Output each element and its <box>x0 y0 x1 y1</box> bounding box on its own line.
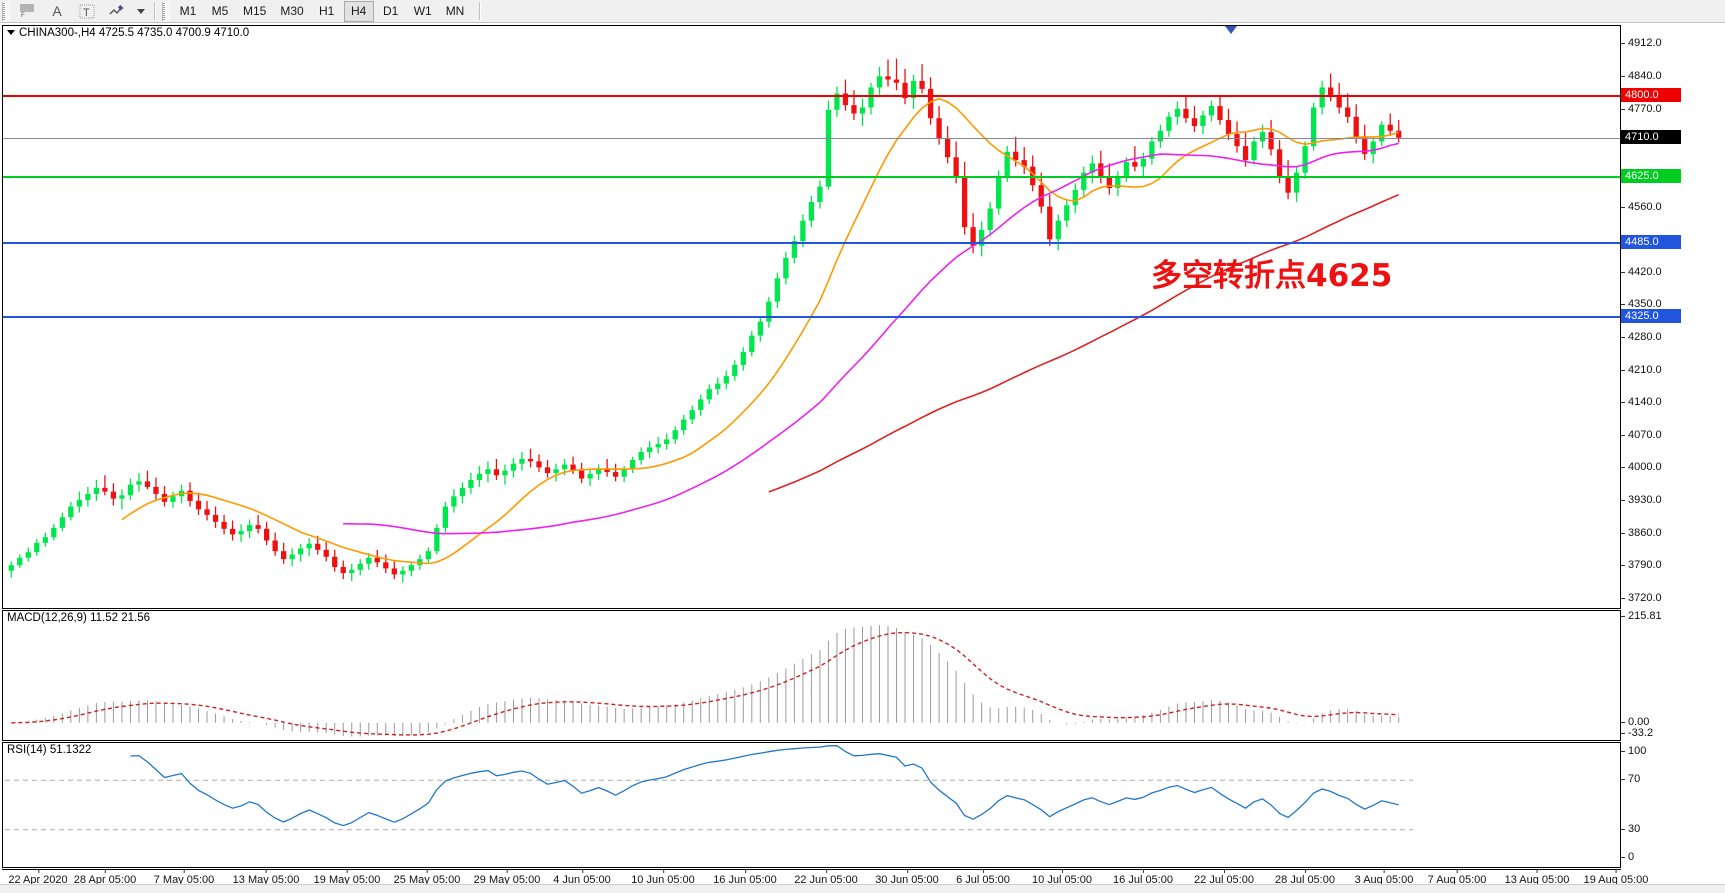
time-tick: 13 Aug 05:00 <box>1504 869 1570 886</box>
price-scale-axis[interactable]: 4912.04840.04770.04700.04560.04420.04350… <box>1621 25 1725 609</box>
crosshair-icon[interactable]: F <box>13 1 41 22</box>
timeframe-button-m1[interactable]: M1 <box>179 4 197 18</box>
chart-top-marker-icon <box>1225 26 1237 34</box>
toolbar-grip-1[interactable] <box>2 1 10 21</box>
timeframe-button-mn[interactable]: MN <box>445 4 465 18</box>
text-tool-icon[interactable]: A <box>52 3 62 19</box>
macd-tick-000: 0.00 <box>1621 716 1649 728</box>
rsi-indicator-panel[interactable]: RSI(14) 51.1322 <box>2 742 1621 868</box>
price-tick-4000-0: 4000.0 <box>1621 461 1662 473</box>
price-tick-4560-0: 4560.0 <box>1621 201 1662 213</box>
rsi-tick-70: 70 <box>1621 773 1640 785</box>
time-tick: 6 Jul 05:00 <box>956 869 1010 886</box>
timeframe-button-m30[interactable]: M30 <box>280 4 304 18</box>
time-tick: 22 Jul 05:00 <box>1194 869 1254 886</box>
macd-histogram-and-signal <box>11 625 1400 737</box>
rsi-tick-0: 0 <box>1621 851 1634 863</box>
price-tick-4280-0: 4280.0 <box>1621 331 1662 343</box>
toolbar-divider-2 <box>479 2 482 20</box>
macd-indicator-panel[interactable]: MACD(12,26,9) 11.52 21.56 <box>2 610 1621 741</box>
time-tick: 30 Jun 05:00 <box>875 869 939 886</box>
time-tick: 4 Jun 05:00 <box>553 869 611 886</box>
price-badge-level-4325: 4325.0 <box>1621 309 1681 323</box>
timeframe-button-h1[interactable]: H1 <box>319 4 335 18</box>
time-tick: 10 Jul 05:00 <box>1032 869 1092 886</box>
symbol-dropdown-icon[interactable] <box>7 30 15 36</box>
symbol-and-ohlc-label: CHINA300-,H4 4725.5 4735.0 4700.9 4710.0 <box>7 27 249 39</box>
price-candles-and-moving-averages <box>8 58 1402 583</box>
chart-area: CHINA300-,H4 4725.5 4735.0 4700.9 4710.0… <box>0 23 1725 893</box>
time-tick: 28 Jul 05:00 <box>1275 869 1335 886</box>
price-tick-4210-0: 4210.0 <box>1621 364 1662 376</box>
price-tick-4140-0: 4140.0 <box>1621 396 1662 408</box>
rsi-scale-axis[interactable]: 100 70 30 0 <box>1621 742 1725 868</box>
time-tick: 29 May 05:00 <box>473 869 541 886</box>
time-tick: 25 May 05:00 <box>393 869 461 886</box>
time-tick: 19 Aug 05:00 <box>1583 869 1649 886</box>
toolbar-grip-2[interactable] <box>162 1 170 21</box>
timeframe-button-group: M1 M5 M15 M30 H1 H4 D1 W1 MN <box>172 0 471 22</box>
price-badge-level-4485: 4485.0 <box>1621 234 1681 249</box>
rsi-tick-30: 30 <box>1621 823 1640 835</box>
rsi-tick-100: 100 <box>1621 745 1646 757</box>
price-tick-4420-0: 4420.0 <box>1621 266 1662 278</box>
rsi-line-and-bands <box>5 745 1413 831</box>
price-tick-3860-0: 3860.0 <box>1621 527 1662 539</box>
toolbar-divider <box>154 2 156 20</box>
svg-text:T: T <box>83 7 90 19</box>
price-badge-support-4625: 4625.0 <box>1621 169 1681 184</box>
level-line-support-4625[interactable] <box>3 176 1620 179</box>
price-tick-3930-0: 3930.0 <box>1621 494 1662 506</box>
chart-annotation-text: 多空转折点4625 <box>1151 258 1393 295</box>
macd-tick-21581: 215.81 <box>1621 610 1662 622</box>
time-tick: 16 Jul 05:00 <box>1113 869 1173 886</box>
timeframe-button-d1[interactable]: D1 <box>383 4 399 18</box>
price-tick-3720-0: 3720.0 <box>1621 592 1662 604</box>
time-tick: 13 May 05:00 <box>232 869 300 886</box>
level-line-current-price-4710[interactable] <box>3 137 1620 139</box>
price-tick-4840-0: 4840.0 <box>1621 70 1662 82</box>
price-panel[interactable]: CHINA300-,H4 4725.5 4735.0 4700.9 4710.0… <box>2 25 1621 609</box>
time-tick: 7 Aug 05:00 <box>1427 869 1487 886</box>
macd-scale-axis[interactable]: 215.81 0.00 -33.2 <box>1621 610 1725 741</box>
rsi-label: RSI(14) 51.1322 <box>7 744 92 756</box>
time-tick: 22 Jun 05:00 <box>794 869 858 886</box>
timeframe-button-h4[interactable]: H4 <box>343 0 374 22</box>
price-tick-4770-0: 4770.0 <box>1621 103 1662 115</box>
chart-title-text: CHINA300-,H4 4725.5 4735.0 4700.9 4710.0 <box>19 27 250 39</box>
timeframe-button-w1[interactable]: W1 <box>413 4 432 18</box>
price-tick-4070-0: 4070.0 <box>1621 429 1662 441</box>
time-tick: 3 Aug 05:00 <box>1354 869 1414 886</box>
timeframe-button-m5[interactable]: M5 <box>211 4 229 18</box>
level-line-level-4485[interactable] <box>3 241 1620 244</box>
objects-dropdown-arrow-icon[interactable] <box>133 1 149 22</box>
price-badge-current-price-4710: 4710.0 <box>1621 129 1681 144</box>
time-tick: 19 May 05:00 <box>313 869 381 886</box>
price-tick-3790-0: 3790.0 <box>1621 559 1662 571</box>
time-tick: 10 Jun 05:00 <box>631 869 695 886</box>
bottom-status-strip <box>0 884 1725 893</box>
time-tick: 22 Apr 2020 <box>8 869 68 886</box>
svg-text:F: F <box>21 13 25 18</box>
price-tick-4912-0: 4912.0 <box>1621 37 1662 49</box>
level-line-resistance-4800[interactable] <box>3 94 1620 97</box>
time-tick: 16 Jun 05:00 <box>713 869 777 886</box>
time-tick: 7 May 05:00 <box>153 869 215 886</box>
objects-icon[interactable] <box>103 1 131 22</box>
time-tick: 28 Apr 05:00 <box>73 869 137 886</box>
timeframe-button-m15[interactable]: M15 <box>243 4 267 18</box>
level-line-level-4325[interactable] <box>3 316 1620 318</box>
price-badge-resistance-4800: 4800.0 <box>1621 87 1681 102</box>
text-label-icon[interactable]: T <box>73 1 101 22</box>
macd-tick-332: -33.2 <box>1621 727 1653 739</box>
price-tick-4350-0: 4350.0 <box>1621 298 1662 310</box>
main-toolbar: F A T M1 M5 M15 M30 H1 H4 D1 W1 MN <box>0 0 1725 23</box>
chevron-down-icon <box>137 8 145 14</box>
macd-label: MACD(12,26,9) 11.52 21.56 <box>7 612 150 624</box>
